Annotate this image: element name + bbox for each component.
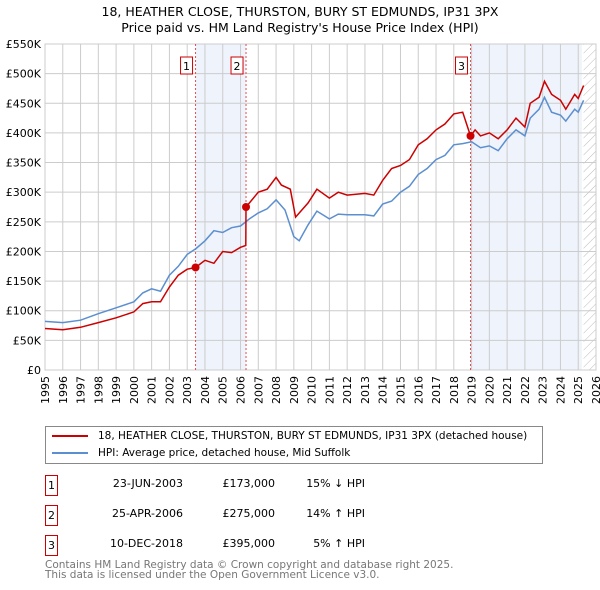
y-tick-label: £400K: [6, 127, 42, 140]
future-hatch: [583, 44, 596, 370]
sale-point: [242, 203, 251, 211]
x-tick-label: 2010: [306, 376, 319, 404]
y-tick-label: £250K: [6, 216, 42, 229]
x-tick-label: 1996: [57, 376, 70, 404]
legend-swatch-hpi: [52, 452, 88, 454]
legend-label-hpi: HPI: Average price, detached house, Mid …: [98, 447, 351, 459]
transaction-marker: 3: [45, 535, 58, 556]
y-tick-label: £50K: [13, 334, 42, 347]
transaction-row: 2 25-APR-2006 £275,000 14% ↑ HPI: [45, 505, 445, 526]
transaction-marker: 1: [45, 475, 58, 496]
x-tick-label: 2017: [430, 376, 443, 404]
x-tick-label: 2024: [554, 376, 567, 404]
x-tick-label: 2026: [590, 376, 600, 404]
transaction-hpi: 14% ↑ HPI: [306, 507, 365, 520]
x-tick-label: 2022: [519, 376, 532, 404]
x-tick-label: 2013: [359, 376, 372, 404]
sale-label-box: [455, 56, 469, 75]
transaction-row: 3 10-DEC-2018 £395,000 5% ↑ HPI: [45, 535, 445, 556]
x-tick-label: 2015: [394, 376, 407, 404]
y-tick-label: £300K: [6, 186, 42, 199]
plot-frame: [44, 43, 597, 371]
x-tick-label: 2008: [270, 376, 283, 404]
x-tick-label: 2005: [217, 376, 230, 404]
chart-subtitle: Price paid vs. HM Land Registry's House …: [121, 20, 479, 35]
y-tick-label: £450K: [6, 97, 42, 110]
transaction-marker: 2: [45, 505, 58, 526]
x-tick-label: 2001: [146, 376, 159, 404]
transaction-price: £395,000: [222, 537, 276, 550]
sale-label: 2: [234, 60, 241, 73]
x-tick-label: 2011: [323, 376, 336, 404]
x-tick-label: 2003: [181, 376, 194, 404]
x-tick-label: 2006: [235, 376, 248, 404]
x-tick-label: 2007: [252, 376, 265, 404]
footer-line-2: This data is licensed under the Open Gov…: [45, 569, 380, 581]
y-tick-label: £0: [27, 364, 41, 377]
x-tick-label: 2002: [163, 376, 176, 404]
transaction-price: £275,000: [222, 507, 276, 520]
transaction-price: £173,000: [222, 477, 276, 490]
hpi-series-line: [44, 95, 585, 324]
footer-line-1: Contains HM Land Registry data © Crown c…: [45, 559, 454, 571]
sale-label: 1: [183, 60, 190, 73]
x-tick-label: 1997: [75, 376, 88, 404]
x-tick-label: 2016: [412, 376, 425, 404]
x-tick-label: 1995: [39, 376, 52, 404]
price-chart: 1995 1996 1997 1998 1999 2000 2001 2002 2003 2004…: [6, 38, 600, 404]
x-tick-label: 1999: [110, 376, 123, 404]
x-tick-label: 2018: [448, 376, 461, 404]
transaction-row: 1 23-JUN-2003 £173,000 15% ↓ HPI: [45, 475, 445, 496]
legend: 18, HEATHER CLOSE, THURSTON, BURY ST EDM…: [45, 426, 543, 464]
shaded-period: [470, 44, 582, 370]
x-tick-label: 2009: [288, 376, 301, 404]
transaction-hpi: 15% ↓ HPI: [306, 477, 365, 490]
x-tick-label: 2021: [501, 376, 514, 404]
y-tick-label: £350K: [6, 157, 42, 170]
x-tick-label: 1998: [92, 376, 105, 404]
y-tick-label: £550K: [6, 38, 42, 51]
legend-label-property: 18, HEATHER CLOSE, THURSTON, BURY ST EDM…: [98, 430, 528, 442]
x-tick-label: 2023: [537, 376, 550, 404]
x-tick-label: 2004: [199, 376, 212, 404]
footer: Contains HM Land Registry data © Crown c…: [45, 559, 454, 581]
x-tick-label: 2019: [466, 376, 479, 404]
x-tick-label: 2000: [128, 376, 141, 404]
transaction-hpi: 5% ↑ HPI: [313, 537, 365, 550]
x-tick-label: 2020: [483, 376, 496, 404]
legend-swatch-property: [52, 435, 88, 437]
transaction-date: 25-APR-2006: [111, 507, 183, 520]
sale-label-box: [230, 56, 244, 75]
x-tick-label: 2012: [341, 376, 354, 404]
transaction-date: 23-JUN-2003: [112, 477, 183, 490]
sale-label: 3: [458, 60, 465, 73]
chart-title: 18, HEATHER CLOSE, THURSTON, BURY ST EDM…: [101, 4, 499, 19]
x-tick-label: 2025: [572, 376, 585, 404]
sale-point: [466, 131, 475, 140]
shaded-period: [195, 44, 247, 370]
transaction-date: 10-DEC-2018: [109, 537, 183, 550]
y-tick-label: £500K: [6, 68, 42, 81]
y-tick-label: £150K: [6, 275, 42, 288]
sale-point: [191, 263, 200, 272]
property-series-line: [44, 79, 585, 331]
sale-label-box: [180, 56, 194, 75]
x-tick-label: 2014: [377, 376, 390, 404]
y-tick-label: £100K: [6, 305, 42, 318]
y-tick-label: £200K: [6, 245, 42, 258]
